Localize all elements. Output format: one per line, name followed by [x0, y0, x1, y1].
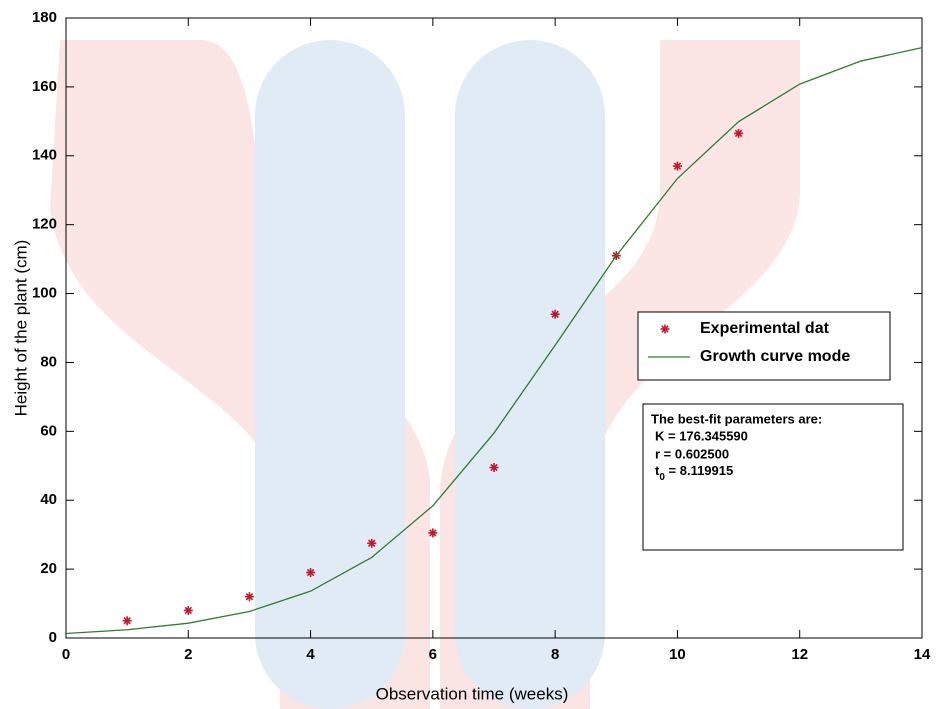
y-tick-label: 60 [40, 422, 57, 439]
x-tick-label: 14 [914, 646, 931, 663]
x-tick-label: 6 [429, 646, 437, 663]
data-point [734, 128, 744, 138]
y-tick-label: 40 [40, 491, 57, 508]
y-tick-label: 120 [32, 216, 57, 233]
annotation-title: The best-fit parameters are: [651, 411, 822, 426]
y-axis-title: Height of the plant (cm) [11, 240, 30, 417]
star-stroke [661, 325, 669, 333]
star-stroke [184, 606, 193, 615]
x-tick-label: 10 [669, 646, 686, 663]
data-point [367, 538, 377, 548]
star-stroke [306, 568, 315, 577]
annotation-box [642, 403, 904, 551]
data-point [489, 463, 499, 472]
model-line [65, 46, 923, 635]
legend-marker [660, 324, 670, 334]
data-point [428, 528, 438, 538]
x-tick-label: 4 [306, 646, 315, 663]
y-tick-label: 160 [32, 78, 57, 95]
x-axis-title: Observation time (weeks) [376, 684, 569, 703]
watermark [50, 40, 800, 709]
annotation-line: t0 = 8.119915 [655, 463, 733, 482]
plot-frame [65, 17, 923, 639]
star-stroke [673, 162, 682, 170]
x-tick-label: 0 [62, 646, 70, 663]
t-symbol: t [655, 463, 660, 478]
y-tick-label: 80 [40, 353, 57, 370]
annotation-line: K = 176.345590 [655, 428, 748, 443]
star-stroke [490, 463, 498, 472]
x-tick-label: 12 [791, 646, 808, 663]
star-stroke [123, 617, 131, 625]
data-point [306, 568, 316, 578]
data-point [244, 592, 254, 602]
legend-label: Growth curve mode [700, 348, 850, 365]
x-tick-label: 8 [551, 646, 559, 663]
t-value: = 8.119915 [665, 463, 733, 478]
data-point [550, 309, 560, 319]
legend-box [637, 311, 891, 381]
star-stroke [429, 529, 437, 537]
t-subscript: 0 [659, 472, 665, 483]
y-tick-label: 100 [32, 285, 57, 302]
data-point [183, 605, 193, 615]
y-tick-label: 20 [40, 560, 57, 577]
y-tick-label: 140 [32, 147, 57, 164]
y-tick-label: 180 [32, 9, 57, 26]
star-stroke [245, 592, 254, 601]
star-stroke [367, 539, 376, 547]
x-tick-label: 2 [184, 646, 192, 663]
data-point [122, 616, 132, 626]
data-point [672, 161, 682, 171]
star-stroke [734, 129, 743, 138]
legend: Experimental dat Growth curve mode [637, 311, 891, 381]
legend-label: Experimental dat [700, 320, 830, 337]
annotation: The best-fit parameters are: K = 176.345… [642, 403, 904, 551]
y-tick-label: 0 [49, 629, 57, 646]
star-stroke [551, 310, 559, 318]
annotation-line: r = 0.602500 [655, 446, 729, 461]
